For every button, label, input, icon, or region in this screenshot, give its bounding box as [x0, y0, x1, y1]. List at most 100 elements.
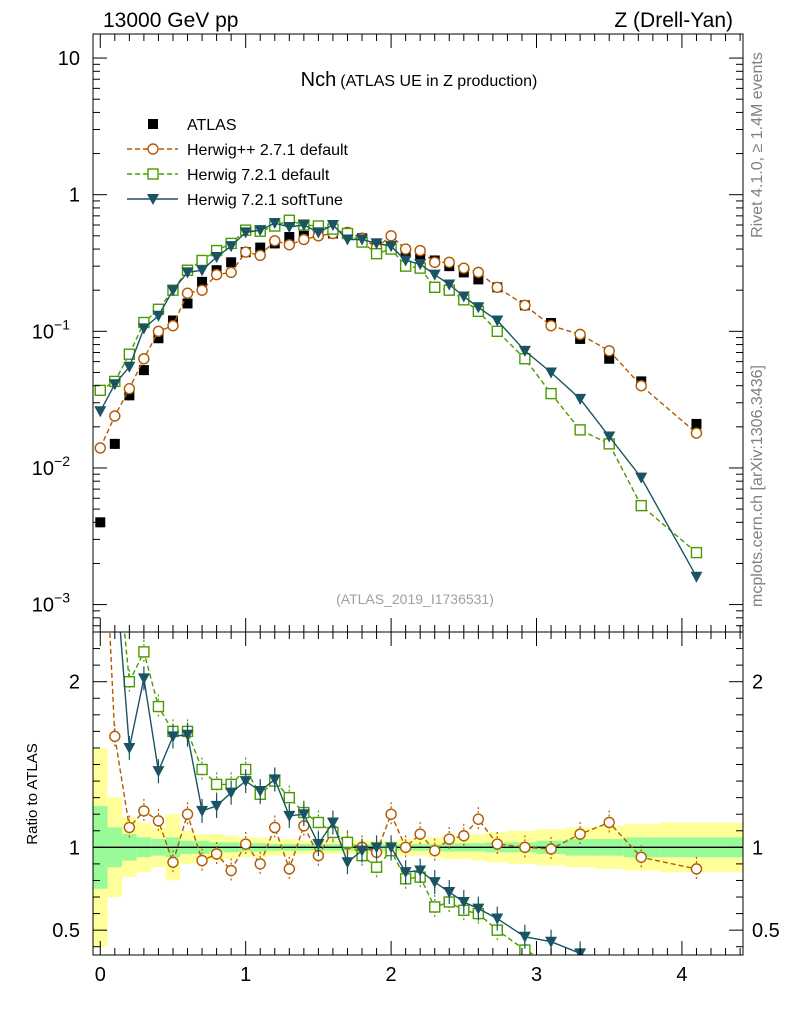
main-point-herwig-7-2-1-softtune: [297, 220, 310, 232]
ratio-point-herwig-7-2-1-softtune: [109, 556, 121, 567]
main-point-atlas: [226, 257, 237, 268]
ratio-ylabel: Ratio to ATLAS: [24, 743, 41, 844]
x-tick-label: 0: [95, 964, 106, 986]
ratio-point-herwig-2-7-1-default: [385, 808, 397, 820]
ratio-point-herwig-7-2-1-softtune: [370, 842, 383, 854]
legend-marker-herwig-2-7-1-default: [147, 143, 159, 155]
main-point-herwig-2-7-1-default: [138, 353, 150, 365]
main-point-atlas: [604, 353, 615, 364]
ratio-point-herwig-7-2-1-softtune: [225, 787, 238, 799]
main-point-herwig-2-7-1-default: [283, 239, 296, 251]
ratio-point-herwig-2-7-1-default: [210, 848, 223, 860]
main-point-herwig-7-2-1-softtune: [94, 406, 107, 418]
ratio-point-herwig-7-2-1-default: [636, 988, 646, 998]
ratio-y-tick-label: 2: [69, 672, 80, 694]
ratio-point-herwig-7-2-1-default: [429, 901, 441, 913]
ratio-point-herwig-7-2-1-softtune: [443, 887, 456, 899]
ratio-y-tick-label: 0.5: [52, 920, 80, 942]
ratio-point-herwig-7-2-1-softtune: [166, 731, 179, 743]
ratio-point-herwig-7-2-1-softtune: [472, 903, 485, 915]
ratio-point-herwig-2-7-1-default: [635, 851, 647, 863]
main-point-herwig-2-7-1-default: [225, 266, 237, 279]
main-point-herwig-7-2-1-default: [94, 384, 106, 397]
ratio-point-herwig-7-2-1-softtune: [491, 913, 504, 925]
ratio-point-herwig-2-7-1-default: [690, 863, 703, 875]
legend-marker-herwig-7-2-1-softtune: [147, 194, 159, 205]
main-point-atlas: [691, 418, 702, 429]
main-point-atlas: [138, 365, 149, 376]
legend-label-herwig-7-2-1-softtune: Herwig 7.2.1 softTune: [187, 192, 343, 209]
ratio-point-herwig-2-7-1-default: [138, 805, 150, 817]
ratio-point-herwig-2-7-1-default: [399, 841, 412, 854]
main-point-herwig-7-2-1-softtune: [254, 225, 267, 237]
main-point-herwig-7-2-1-default: [429, 281, 441, 293]
ratio-point-herwig-7-2-1-default: [138, 646, 150, 658]
main-point-herwig-7-2-1-softtune: [152, 310, 165, 322]
ratio-point-herwig-2-7-1-default: [519, 841, 531, 854]
main-point-herwig-7-2-1-softtune: [690, 571, 703, 583]
main-point-herwig-7-2-1-softtune: [518, 345, 531, 357]
main-y-tick-label: 10−2: [32, 453, 70, 480]
main-point-herwig-2-7-1-default: [603, 345, 615, 357]
main-point-atlas: [284, 232, 295, 243]
main-point-herwig-7-2-1-softtune: [635, 472, 648, 484]
main-point-atlas: [255, 242, 266, 253]
main-point-herwig-7-2-1-softtune: [545, 367, 558, 379]
main-point-herwig-7-2-1-softtune: [210, 251, 223, 263]
main-point-herwig-7-2-1-default: [196, 254, 208, 267]
main-point-herwig-7-2-1-softtune: [239, 227, 252, 239]
main-point-herwig-7-2-1-softtune: [603, 431, 616, 443]
ratio-point-herwig-2-7-1-default: [458, 830, 470, 842]
ratio-line-herwig-7-2-1-softtune: [119, 632, 585, 955]
main-point-herwig-2-7-1-default: [491, 281, 503, 293]
ratio-point-herwig-7-2-1-softtune: [603, 963, 615, 974]
ratio-point-herwig-7-2-1-softtune: [690, 995, 702, 1006]
main-point-atlas: [197, 276, 208, 287]
ratio-y-tick-label-right: 0.5: [752, 920, 780, 942]
main-point-herwig-2-7-1-default: [545, 319, 557, 332]
main-point-herwig-7-2-1-softtune: [428, 269, 441, 281]
main-y-tick-label: 10−3: [32, 590, 70, 617]
main-y-tick-label: 1: [69, 185, 80, 207]
main-point-herwig-2-7-1-default: [385, 230, 397, 242]
main-point-herwig-2-7-1-default: [298, 233, 310, 246]
ratio-plot-frame: [92, 631, 744, 956]
ratio-point-herwig-7-2-1-softtune: [457, 896, 470, 908]
main-point-herwig-7-2-1-softtune: [443, 279, 456, 291]
ratio-point-herwig-7-2-1-softtune: [399, 867, 412, 879]
ratio-point-herwig-2-7-1-default: [429, 844, 441, 857]
main-point-herwig-7-2-1-softtune: [414, 259, 427, 271]
main-title: Nch (ATLAS UE in Z production): [301, 69, 538, 91]
main-point-herwig-2-7-1-default: [429, 256, 441, 269]
ratio-point-herwig-2-7-1-default: [109, 730, 121, 743]
main-point-herwig-7-2-1-softtune: [370, 238, 383, 250]
ratio-point-herwig-7-2-1-softtune: [414, 865, 427, 877]
side-label-rivet: Rivet 4.1.0, ≥ 1.4M events: [749, 52, 766, 238]
ratio-point-herwig-7-2-1-default: [283, 791, 296, 804]
ratio-point-herwig-7-2-1-softtune: [137, 673, 150, 685]
ratio-point-herwig-7-2-1-softtune: [545, 936, 558, 948]
main-point-atlas: [124, 390, 135, 401]
ratio-point-herwig-7-2-1-default: [123, 675, 136, 688]
x-tick-label: 2: [386, 964, 397, 986]
main-point-herwig-7-2-1-softtune: [283, 222, 296, 234]
ratio-point-herwig-2-7-1-default: [574, 828, 586, 840]
main-point-herwig-7-2-1-default: [690, 546, 703, 559]
main-point-herwig-2-7-1-default: [399, 243, 412, 255]
side-label-mcplots: mcplots.cern.ch [arXiv:1306.3436]: [749, 365, 766, 607]
ratio-point-herwig-2-7-1-default: [283, 863, 296, 875]
main-point-herwig-7-2-1-softtune: [166, 285, 179, 297]
main-title-subtext: (ATLAS UE in Z production): [340, 73, 537, 90]
main-point-herwig-7-2-1-default: [545, 387, 557, 400]
main-line-herwig-7-2-1-softtune: [99, 222, 698, 578]
ratio-point-herwig-2-7-1-default: [181, 808, 194, 820]
ratio-point-herwig-7-2-1-default: [110, 528, 120, 538]
ratio-y-tick-label-right: 2: [752, 672, 763, 694]
x-tick-label: 3: [531, 964, 542, 986]
ratio-y-tick-label-right: 1: [752, 837, 763, 859]
ratio-line-herwig-7-2-1-default: [123, 632, 537, 955]
x-tick-label: 4: [676, 964, 687, 986]
main-point-herwig-7-2-1-softtune: [356, 234, 369, 246]
ratio-point-herwig-2-7-1-default: [603, 816, 615, 829]
